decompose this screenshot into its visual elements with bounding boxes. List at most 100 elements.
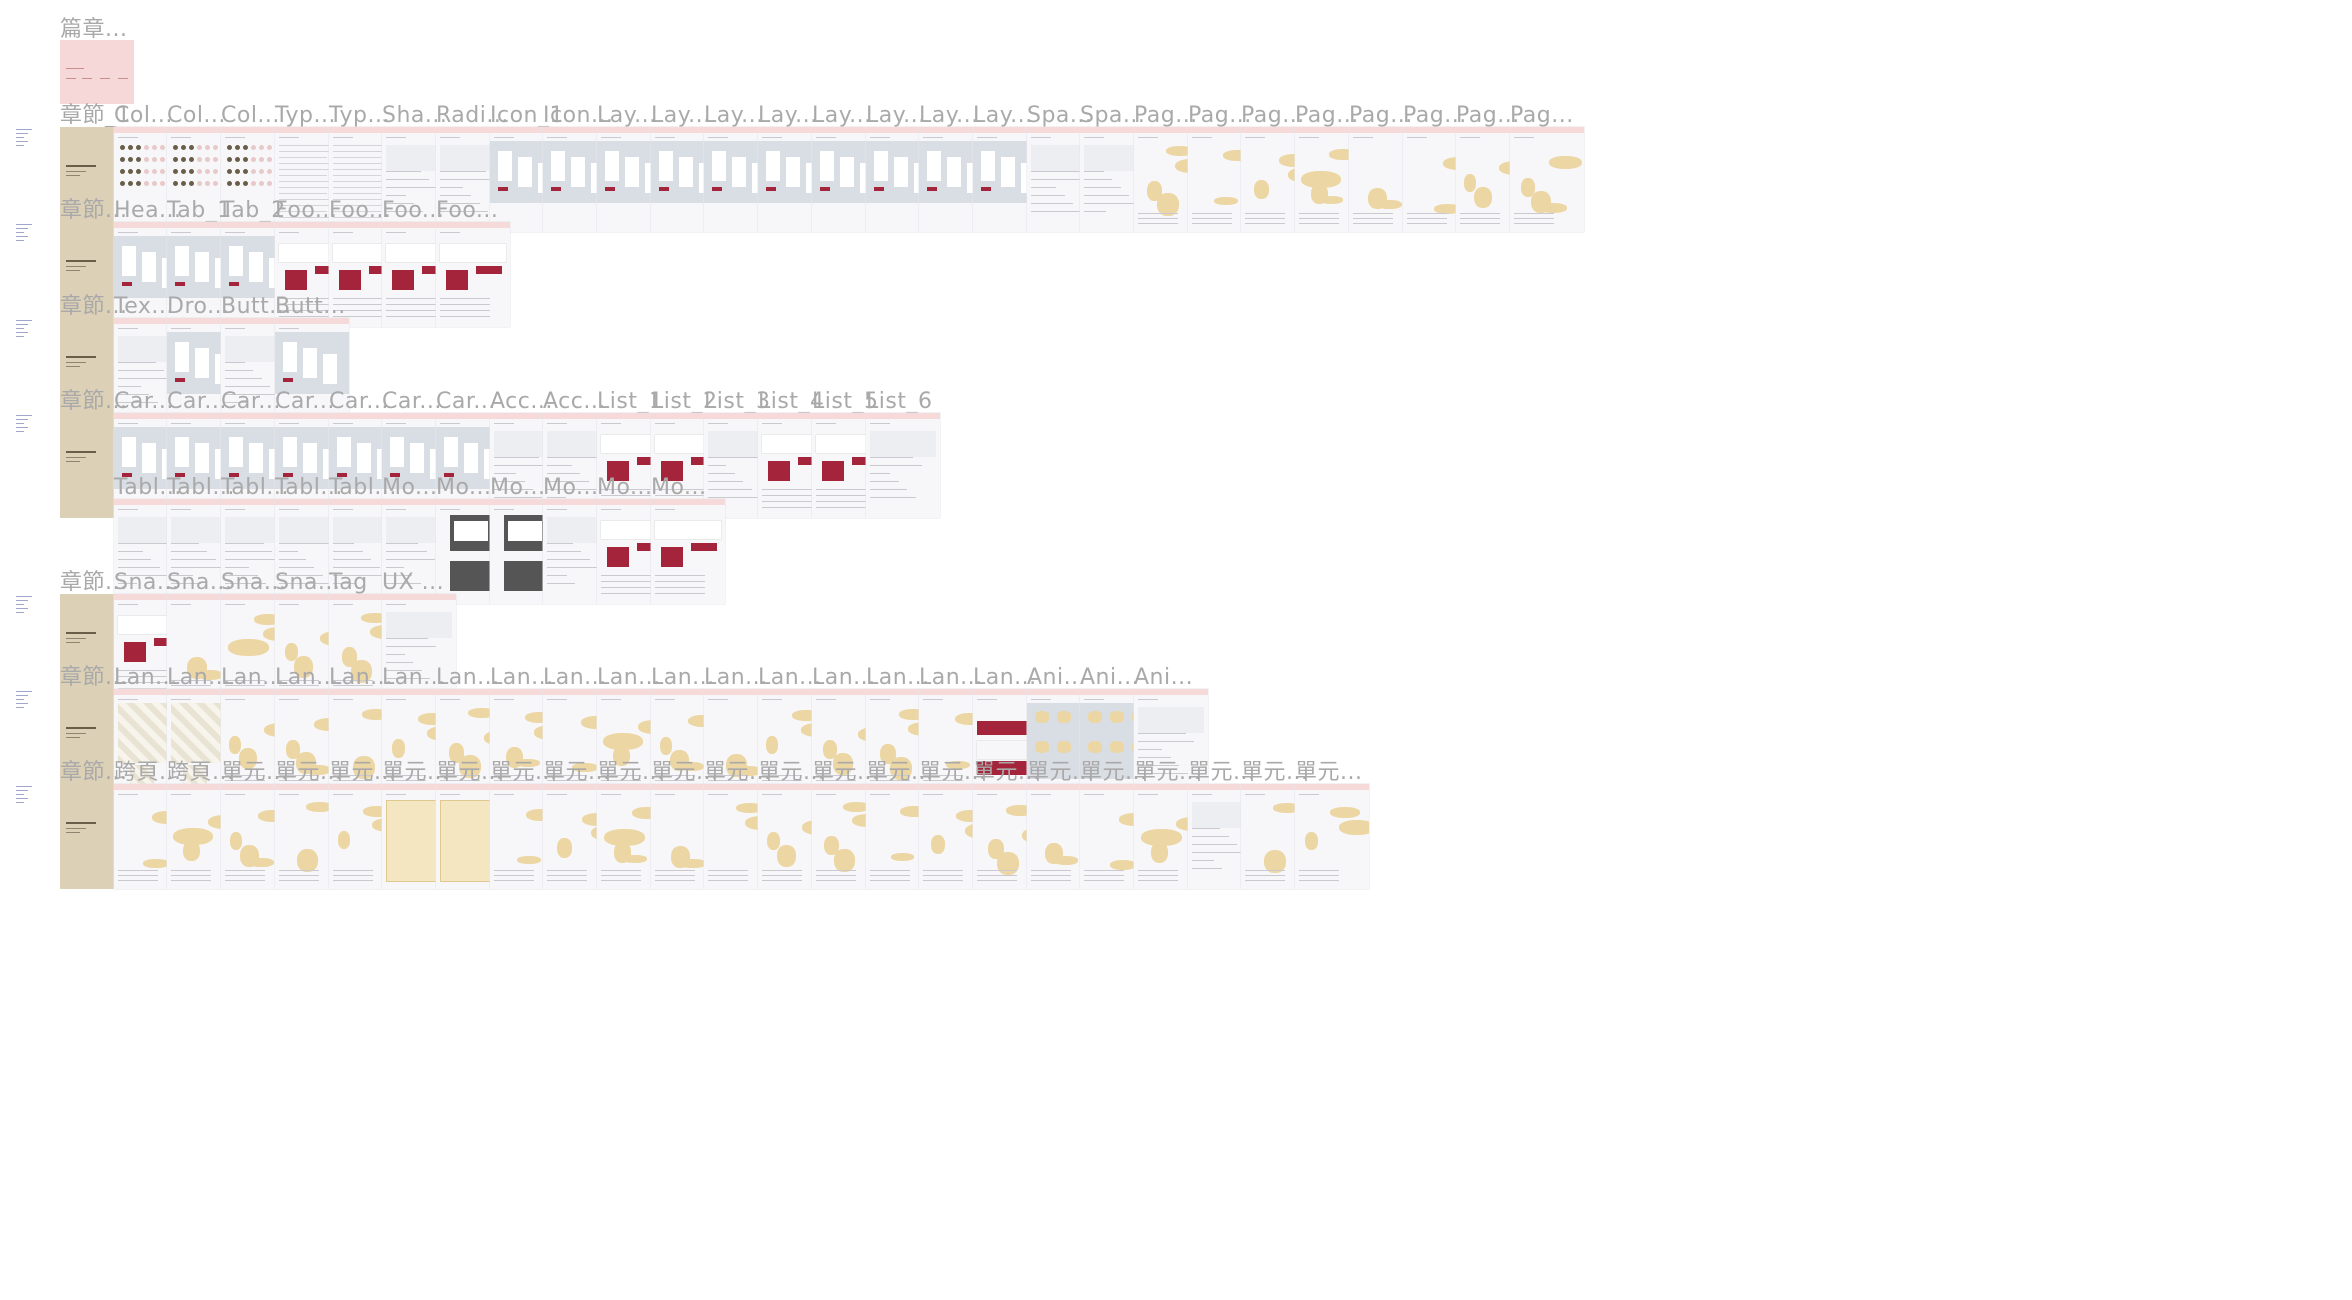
frame-label[interactable]: 單元... <box>651 760 719 785</box>
frame-label[interactable]: 章節... <box>60 570 128 595</box>
frame-label[interactable]: Tag <box>329 570 368 595</box>
frame-label[interactable]: Sna... <box>275 570 341 595</box>
frame-label[interactable]: Car... <box>329 389 389 414</box>
frame-label[interactable]: Icon_1 <box>490 103 564 128</box>
frame-label[interactable]: 單元... <box>1295 760 1363 785</box>
frame-label[interactable]: Pag... <box>1349 103 1413 128</box>
frame-label[interactable]: 章節... <box>60 198 128 223</box>
frame-label[interactable]: Acc... <box>543 389 606 414</box>
frame-label[interactable]: Lay... <box>758 103 818 128</box>
frame-label[interactable]: Tex... <box>114 294 174 319</box>
frame-label[interactable]: Lay... <box>866 103 926 128</box>
frame-label[interactable]: Car... <box>167 389 227 414</box>
frame-label[interactable]: Tab_1 <box>167 198 232 223</box>
frame-label[interactable]: List_1 <box>597 389 664 414</box>
frame-label[interactable]: Foo... <box>275 198 338 223</box>
frame-label[interactable]: 單元... <box>329 760 397 785</box>
frame-label[interactable]: Hea... <box>114 198 182 223</box>
frame-thumbnail[interactable] <box>866 413 940 518</box>
frame-label[interactable]: Car... <box>114 389 174 414</box>
frame-label[interactable]: 章節_1 <box>60 103 131 128</box>
frame-label[interactable]: List_2 <box>651 389 718 414</box>
frame-label[interactable]: 單元... <box>1241 760 1309 785</box>
frame-label[interactable]: Lan... <box>651 665 715 690</box>
frame-label[interactable]: Ani... <box>1134 665 1194 690</box>
top-frame-label[interactable]: 篇章... <box>60 17 128 42</box>
frame-thumbnail[interactable] <box>1134 689 1208 794</box>
frame-label[interactable]: Lay... <box>651 103 711 128</box>
frame-label[interactable]: Ani... <box>1027 665 1087 690</box>
frame-label[interactable]: Acc... <box>490 389 553 414</box>
frame-label[interactable]: Col... <box>167 103 226 128</box>
frame-label[interactable]: 單元... <box>812 760 880 785</box>
frame-label[interactable]: Col... <box>221 103 280 128</box>
frame-label[interactable]: Car... <box>436 389 496 414</box>
frame-label[interactable]: 單元... <box>436 760 504 785</box>
frame-label[interactable]: UX ... <box>382 570 445 595</box>
frame-label[interactable]: 單元... <box>866 760 934 785</box>
frame-label[interactable]: Lan... <box>919 665 983 690</box>
frame-label[interactable]: Typ... <box>275 103 336 128</box>
frame-label[interactable]: Tabl... <box>167 475 235 500</box>
frame-label[interactable]: Pag... <box>1295 103 1359 128</box>
frame-label[interactable]: Lay... <box>812 103 872 128</box>
frame-label[interactable]: 單元... <box>597 760 665 785</box>
frame-label[interactable]: Spa... <box>1080 103 1146 128</box>
frame-label[interactable]: Lay... <box>973 103 1033 128</box>
frame-label[interactable]: Car... <box>221 389 281 414</box>
frame-label[interactable]: Lan... <box>382 665 446 690</box>
frame-label[interactable]: Pag... <box>1188 103 1252 128</box>
frame-label[interactable]: Tabl... <box>275 475 343 500</box>
frame-label[interactable]: Icon... <box>543 103 614 128</box>
frame-label[interactable]: Pag... <box>1134 103 1198 128</box>
frame-thumbnail[interactable] <box>1510 127 1584 232</box>
frame-label[interactable]: 章節... <box>60 665 128 690</box>
frame-label[interactable]: Typ... <box>329 103 390 128</box>
frame-label[interactable]: Foo... <box>436 198 499 223</box>
frame-label[interactable]: Tabl... <box>329 475 397 500</box>
frame-label[interactable]: Mo... <box>597 475 653 500</box>
frame-thumbnail[interactable] <box>651 499 725 604</box>
frame-label[interactable]: Sna... <box>114 570 180 595</box>
frame-label[interactable]: Lan... <box>275 665 339 690</box>
frame-label[interactable]: 單元... <box>704 760 772 785</box>
frame-label[interactable]: Sna... <box>221 570 287 595</box>
frame-label[interactable]: Mo... <box>436 475 492 500</box>
frame-label[interactable]: 單元... <box>382 760 450 785</box>
frame-label[interactable]: Butt... <box>275 294 346 319</box>
frame-label[interactable]: 章節... <box>60 294 128 319</box>
frame-thumbnail[interactable] <box>275 318 349 423</box>
frame-thumbnail[interactable] <box>382 222 456 327</box>
frame-label[interactable]: 單元... <box>490 760 558 785</box>
frame-label[interactable]: Lan... <box>490 665 554 690</box>
frame-label[interactable]: Butt... <box>221 294 292 319</box>
frame-label[interactable]: Lan... <box>543 665 607 690</box>
frame-label[interactable]: Lan... <box>812 665 876 690</box>
frame-label[interactable]: Pag... <box>1403 103 1467 128</box>
frame-label[interactable]: Mo... <box>651 475 707 500</box>
frame-label[interactable]: Lan... <box>704 665 768 690</box>
frame-label[interactable]: Lay... <box>704 103 764 128</box>
frame-label[interactable]: 單元... <box>1188 760 1256 785</box>
frame-label[interactable]: Ani... <box>1080 665 1140 690</box>
frame-label[interactable]: Lan... <box>973 665 1037 690</box>
frame-label[interactable]: Lay... <box>919 103 979 128</box>
frame-label[interactable]: Foo... <box>329 198 392 223</box>
frame-label[interactable]: 單元... <box>919 760 987 785</box>
frame-label[interactable]: Lan... <box>758 665 822 690</box>
frame-label[interactable]: List_5 <box>812 389 879 414</box>
frame-label[interactable]: Mo... <box>382 475 438 500</box>
frame-label[interactable]: List_6 <box>866 389 933 414</box>
frame-label[interactable]: 單元... <box>1080 760 1148 785</box>
frame-thumbnail[interactable] <box>1295 784 1369 889</box>
frame-label[interactable]: Sha... <box>382 103 448 128</box>
frame-label[interactable]: 章節... <box>60 389 128 414</box>
frame-label[interactable]: Col... <box>114 103 173 128</box>
frame-label[interactable]: 單元... <box>1027 760 1095 785</box>
frame-label[interactable]: List_3 <box>704 389 771 414</box>
frame-label[interactable]: Lan... <box>436 665 500 690</box>
frame-label[interactable]: Mo... <box>490 475 546 500</box>
frame-label[interactable]: Foo... <box>382 198 445 223</box>
frame-label[interactable]: 單元... <box>758 760 826 785</box>
